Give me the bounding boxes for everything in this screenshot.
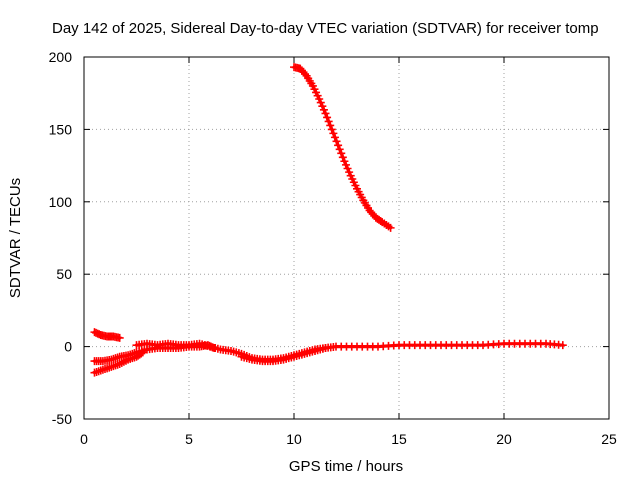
x-tick-label: 20 [496,431,512,447]
data-point [301,70,310,79]
axis-ticks: 0 5 10 15 20 25 -50 0 50 100 150 200 [49,49,617,447]
data-point [318,102,327,111]
data-point [334,141,343,150]
grid [84,57,609,419]
data-point [137,349,146,358]
x-tick-label: 0 [80,431,88,447]
data-point [321,109,330,118]
data-point [558,341,567,350]
data-point [332,137,341,146]
y-tick-label: 150 [49,121,73,137]
data-point [337,149,346,158]
y-tick-label: -50 [52,411,72,427]
y-axis-label: SDTVAR / TECUs [7,178,24,298]
data-point [335,145,344,154]
x-tick-label: 10 [286,431,302,447]
data-point [324,117,333,126]
series-baseline-b [90,348,147,377]
data-point [330,133,339,142]
data-point [340,157,349,166]
data-point [343,164,352,173]
data-point [115,333,124,342]
data-point [345,168,354,177]
y-tick-label: 200 [49,49,73,65]
x-tick-label: 15 [391,431,407,447]
x-tick-label: 5 [185,431,193,447]
data-point [316,98,325,107]
series-high-arc [290,63,395,232]
x-axis-label: GPS time / hours [289,458,403,475]
chart-title: Day 142 of 2025, Sidereal Day-to-day VTE… [52,20,599,37]
y-tick-label: 100 [49,194,73,210]
series-baseline-d [237,344,330,366]
data-point [329,129,338,138]
x-tick-label: 25 [601,431,617,447]
data-point [323,113,332,122]
plot-frame [83,56,610,420]
data-point [338,153,347,162]
data-series [90,63,567,377]
data-point [321,344,330,353]
data-point [319,105,328,114]
y-tick-label: 0 [64,339,72,355]
series-baseline-c [132,339,567,364]
data-point [327,125,336,134]
series-upper-start [90,328,124,342]
data-point [341,160,350,169]
data-point [326,121,335,130]
series-line [292,65,393,230]
data-point [386,223,395,232]
data-point [138,348,147,357]
y-tick-label: 50 [56,266,72,282]
data-point [315,94,324,103]
